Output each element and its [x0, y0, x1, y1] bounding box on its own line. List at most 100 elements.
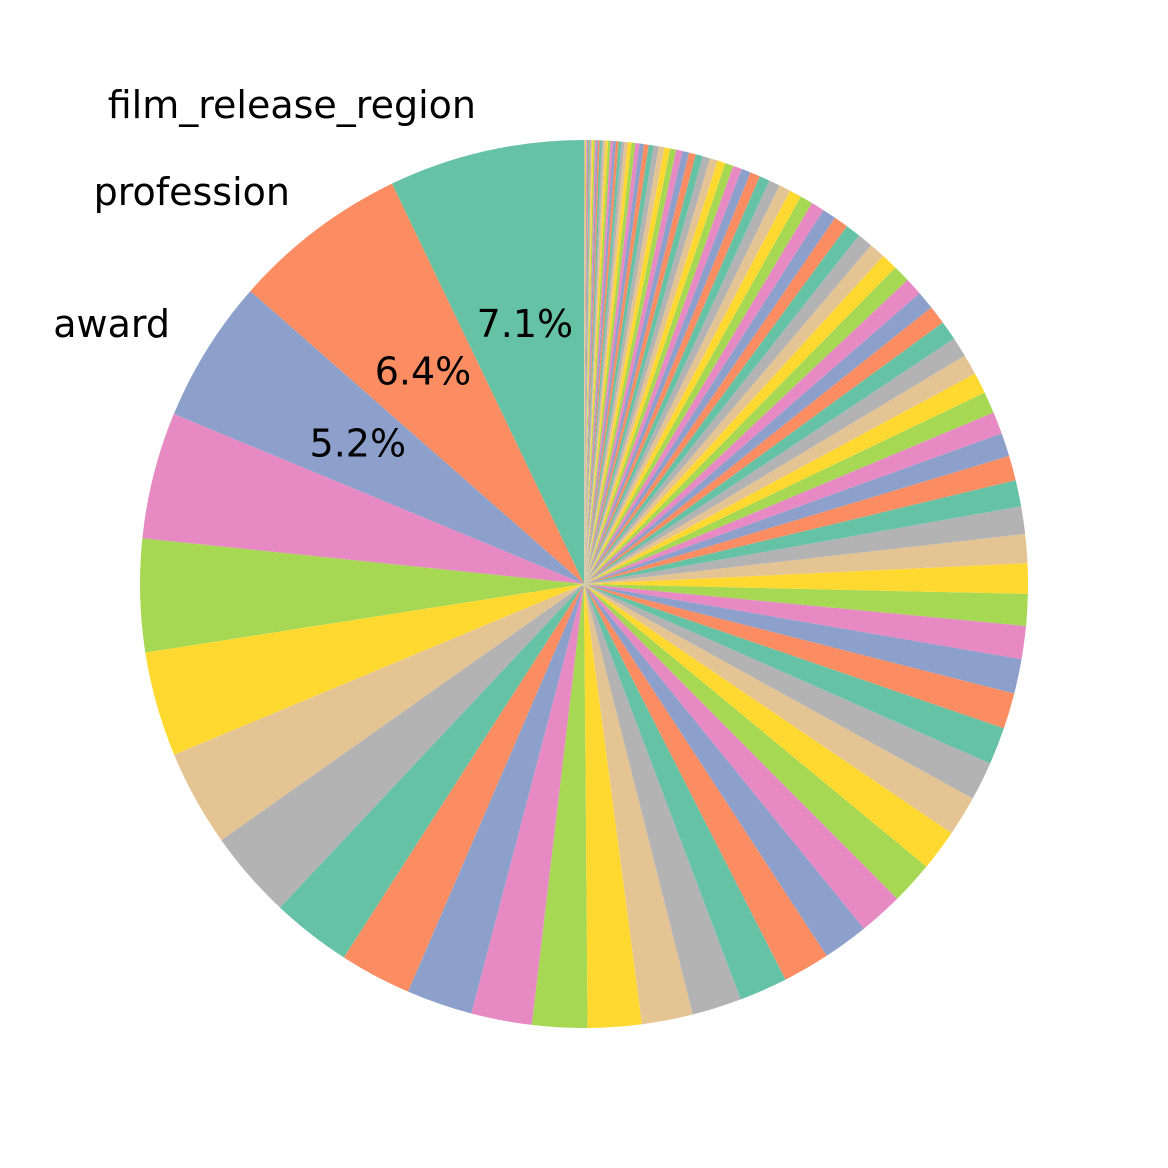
pie-slice: [584, 190, 801, 584]
pie-slice: [584, 180, 780, 584]
pie-slice: [584, 584, 898, 929]
pie-slice: [584, 140, 591, 585]
pie-slice: [584, 140, 611, 584]
pie-slice: [584, 140, 588, 584]
pie-slice: [145, 584, 584, 755]
pie-slice: [584, 584, 741, 1015]
pie-slice: [584, 480, 1022, 584]
pie-slice: [584, 160, 726, 584]
pie-slice: [584, 140, 598, 585]
pie-slice: [584, 584, 1004, 764]
pie-slice: [584, 392, 994, 584]
pie-slice: [584, 433, 1010, 584]
pie-slice: [584, 156, 711, 584]
pie-slice: [584, 584, 786, 1000]
pie-slice: [584, 149, 683, 584]
pie-slice: [584, 140, 587, 584]
pie-slice: [584, 154, 703, 585]
pie-slice: [584, 165, 742, 584]
pie-slice: [584, 255, 896, 585]
pie-slice: [584, 584, 864, 956]
pie-slice: [584, 293, 932, 584]
pie-slice: [584, 141, 628, 584]
pie-slice: [584, 373, 985, 584]
pie-slice: [584, 322, 955, 584]
pie-slice: [584, 146, 665, 585]
pie-slice: [391, 140, 584, 584]
pie-slice: [584, 142, 632, 585]
pie-slice: [584, 142, 640, 585]
pie-labels: film_release_region profession award 7.1%6.…: [53, 83, 573, 465]
pie-slice: [584, 142, 636, 585]
pie-slice: [584, 338, 965, 584]
slice-percent-label: 7.1%: [477, 302, 574, 346]
pie-slice: [584, 140, 614, 585]
pie-slice: [584, 245, 884, 584]
pie-slice: [221, 584, 584, 908]
slice-percent-label: 5.2%: [310, 421, 407, 465]
pie-slice: [139, 538, 585, 653]
slice-category-label: film_release_region: [108, 83, 476, 127]
pie-slice: [584, 140, 594, 584]
pie-slice: [584, 355, 976, 584]
pie-slice: [408, 584, 584, 1014]
pie-slice: [584, 158, 718, 584]
pie-slice: [584, 584, 1022, 694]
pie-slice: [584, 144, 649, 584]
pie-slice: [343, 584, 584, 992]
pie-slice: [174, 584, 584, 841]
pie-slice: [584, 139, 586, 584]
pie-slice: [584, 151, 689, 584]
pie-slice: [584, 141, 619, 584]
pie-slice: [584, 140, 600, 584]
pie-slices: [139, 139, 1029, 1029]
pie-slice: [584, 176, 770, 584]
pie-slice: [584, 141, 622, 584]
pie-slice: [584, 563, 1029, 594]
pie-slice: [584, 152, 696, 584]
pie-slice: [584, 139, 585, 584]
pie-slice: [584, 140, 604, 584]
pie-slice: [584, 584, 643, 1028]
pie-slice: [584, 455, 1016, 584]
pie-slice: [584, 145, 659, 585]
pie-slice: [584, 412, 1002, 584]
pie-slice: [584, 140, 606, 584]
pie-slice: [584, 533, 1028, 584]
pie-slice: [584, 140, 595, 584]
pie-slice: [584, 267, 908, 584]
pie-slice: [584, 584, 927, 899]
pie-slice: [584, 140, 589, 584]
pie-slice: [250, 183, 585, 584]
pie-slice: [584, 584, 952, 867]
pie-slice: [584, 168, 751, 584]
pie-slice: [584, 307, 943, 584]
pie-slice: [584, 140, 597, 584]
pie-slice: [584, 140, 590, 584]
pie-slice: [584, 584, 973, 834]
slice-percent-label: 6.4%: [375, 350, 472, 394]
pie-slice: [584, 584, 1027, 660]
pie-slice: [584, 584, 1015, 729]
pie-slice: [584, 210, 836, 584]
pie-slice: [584, 279, 920, 584]
pie-slice: [142, 414, 584, 584]
pie-slice: [584, 584, 827, 980]
pie-slice: [584, 148, 677, 584]
pie-slice: [584, 584, 693, 1025]
pie-slice: [173, 291, 584, 584]
pie-slice: [584, 203, 824, 584]
pie-slice: [531, 584, 588, 1029]
pie-slice: [584, 584, 1028, 627]
pie-slice: [471, 584, 584, 1025]
pie-slice: [584, 217, 847, 585]
pie-slice: [584, 506, 1026, 584]
pie-slice: [584, 140, 593, 584]
pie-slice: [584, 185, 791, 584]
pie-slice: [584, 226, 859, 584]
pie-slice: [584, 584, 991, 799]
pie-slice: [584, 172, 760, 584]
pie-slice: [584, 140, 602, 584]
pie-slice: [584, 141, 625, 584]
